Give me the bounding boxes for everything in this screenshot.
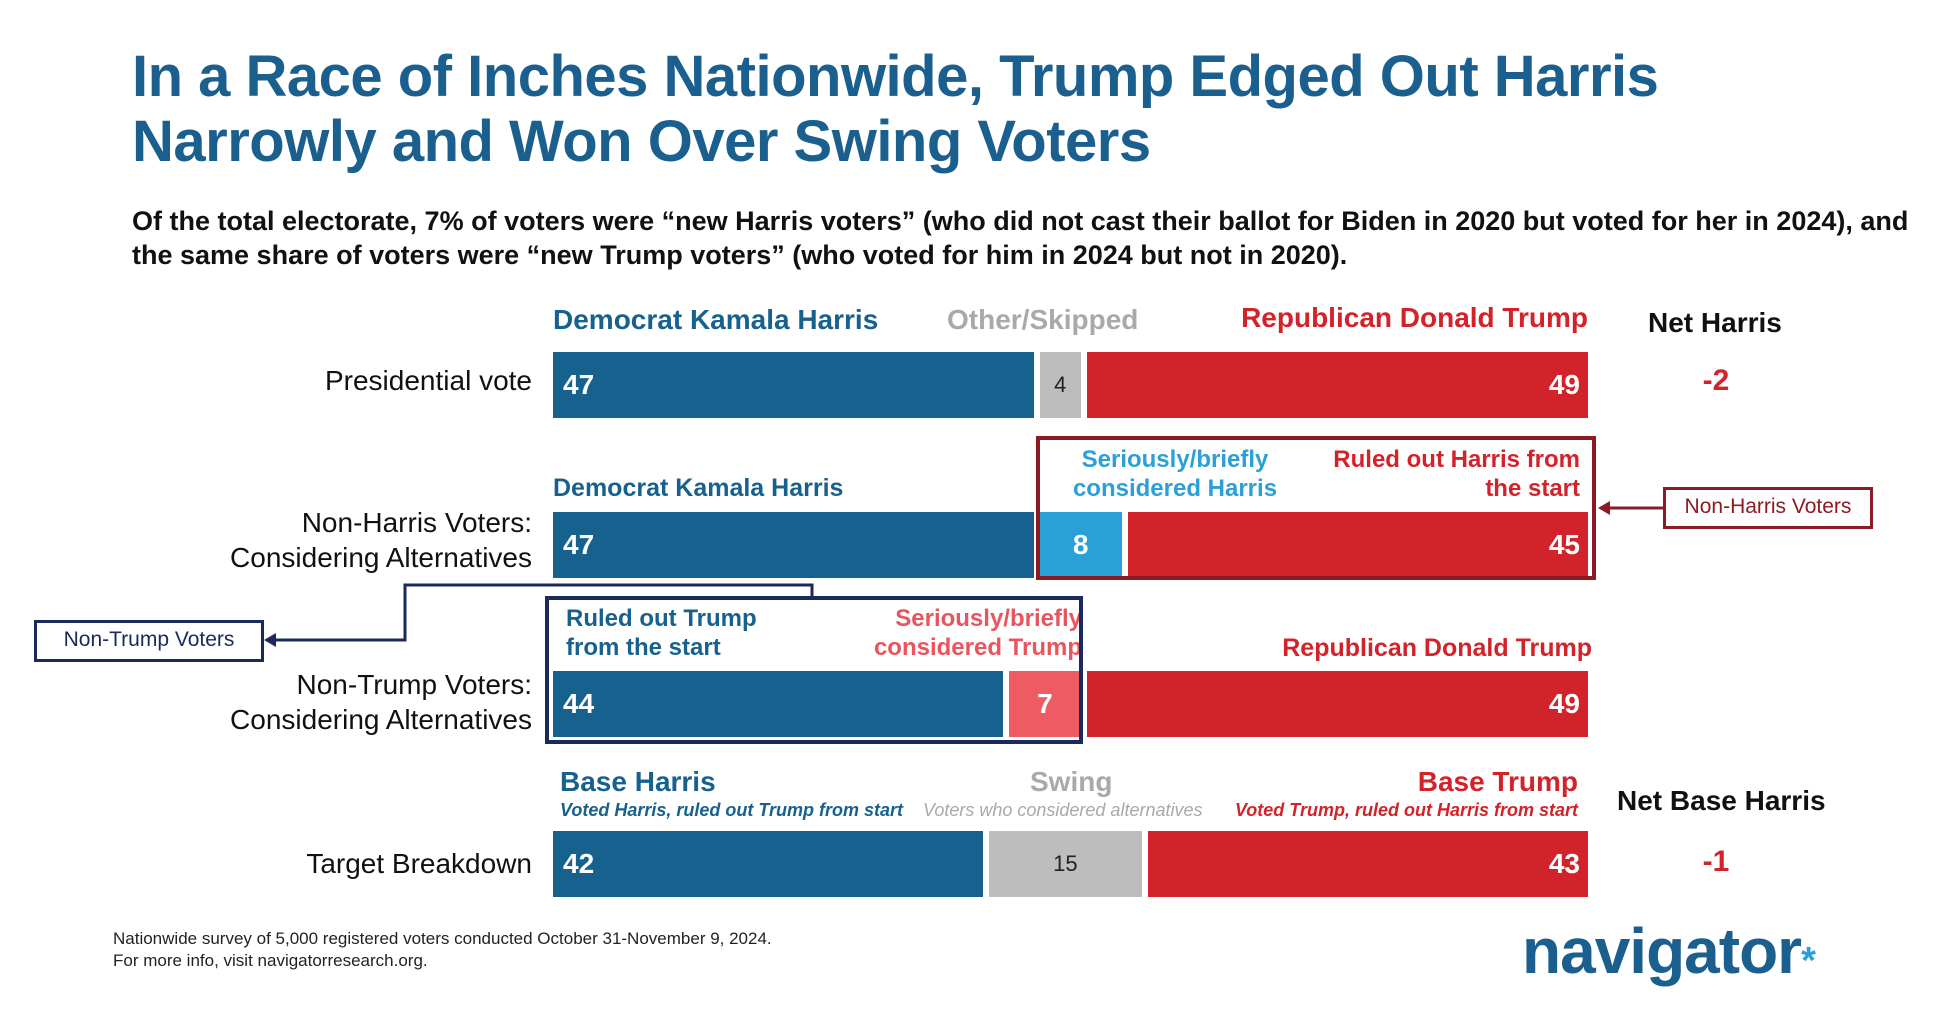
header-harris-2: Democrat Kamala Harris: [553, 474, 844, 502]
net-base-harris-value: -1: [1702, 845, 1730, 878]
non-trump-highlight-box: [545, 596, 1083, 744]
header-net-harris: Net Harris: [1648, 307, 1782, 338]
bar-segment: 47: [553, 512, 1034, 578]
row-label-target-breakdown: Target Breakdown: [306, 846, 532, 881]
logo-mark: *: [1801, 940, 1816, 982]
bar-value-label: 8: [1072, 529, 1089, 560]
bar-value-label: 44: [563, 688, 595, 719]
bar-value-label: 49: [1548, 688, 1580, 719]
row-label-line: Presidential vote: [324, 365, 532, 396]
header-ruled-out-harris: Ruled out Harris from the start: [1333, 446, 1580, 502]
bar-segment: 49: [1086, 352, 1588, 418]
bar-segment: 15: [988, 831, 1143, 897]
header-swing-sub: Voters who considered alternatives: [923, 800, 1203, 820]
bar-value-label: 45: [1548, 529, 1580, 560]
bar-value-label: 49: [1548, 369, 1580, 400]
bar-segment: 45: [1127, 512, 1588, 578]
bar-segment: 47: [553, 352, 1034, 418]
footnote: Nationwide survey of 5,000 registered vo…: [113, 928, 772, 972]
header-other: Other/Skipped: [947, 304, 1139, 335]
bar-segment: 44: [553, 671, 1004, 737]
row-label-line: Non-Harris Voters:: [301, 507, 532, 538]
bar-value-label: 15: [1053, 851, 1078, 876]
net-harris-value: -2: [1702, 364, 1730, 397]
non-harris-arrowhead: [1598, 501, 1610, 515]
header-net-base-harris: Net Base Harris: [1617, 785, 1826, 816]
header-swing: Swing: [1030, 766, 1113, 797]
header-base-harris-sub: Voted Harris, ruled out Trump from start: [560, 800, 904, 820]
row-label-line: Considering Alternatives: [230, 542, 532, 573]
row-label-line: Non-Trump Voters:: [296, 669, 532, 700]
row-label-presidential-vote: Presidential vote: [325, 363, 532, 398]
header-trump: Republican Donald Trump: [1241, 302, 1588, 333]
header-considered-trump: Seriously/briefly considered Trump: [873, 605, 1082, 661]
footnote-line-2: For more info, visit navigatorresearch.o…: [113, 951, 428, 970]
logo-text: navigator: [1522, 915, 1802, 987]
row-label-line: Considering Alternatives: [230, 704, 532, 735]
bar-segment: 4: [1039, 352, 1081, 418]
header-base-trump: Base Trump: [1417, 766, 1578, 797]
navigator-logo: navigator*: [1522, 914, 1816, 988]
bar-segment: 43: [1148, 831, 1588, 897]
header-considered-harris: Seriously/briefly considered Harris: [1072, 446, 1278, 502]
bar-segment: 49: [1086, 671, 1588, 737]
bar-segment: 8: [1039, 512, 1122, 578]
footnote-line-1: Nationwide survey of 5,000 registered vo…: [113, 929, 772, 948]
row-label-non-harris: Non-Harris Voters: Considering Alternati…: [230, 505, 532, 575]
bar-value-label: 47: [563, 369, 595, 400]
non-harris-voters-tag: Non-Harris Voters: [1663, 487, 1873, 529]
header-base-trump-sub: Voted Trump, ruled out Harris from start: [1234, 800, 1578, 820]
non-trump-arrow-line: [272, 583, 814, 642]
non-trump-voters-tag: Non-Trump Voters: [34, 620, 264, 662]
row-label-line: Target Breakdown: [306, 848, 532, 879]
page-title: In a Race of Inches Nationwide, Trump Ed…: [132, 44, 1659, 174]
bar-segment: 42: [553, 831, 983, 897]
bar-value-label: 7: [1037, 688, 1053, 719]
header-base-harris: Base Harris: [560, 766, 716, 797]
header-ruled-out-trump: Ruled out Trump from the start: [566, 605, 757, 661]
bar-value-label: 43: [1548, 848, 1580, 879]
bar-value-label: 47: [563, 529, 595, 560]
non-harris-highlight-box: [1036, 436, 1596, 580]
row-label-non-trump: Non-Trump Voters: Considering Alternativ…: [230, 667, 532, 737]
page-subtitle: Of the total electorate, 7% of voters we…: [132, 206, 1909, 270]
bar-value-label: 4: [1054, 372, 1067, 397]
non-trump-arrowhead: [264, 633, 276, 647]
header-harris: Democrat Kamala Harris: [553, 304, 879, 335]
bar-value-label: 42: [563, 848, 595, 879]
header-trump-3: Republican Donald Trump: [1282, 634, 1592, 662]
bar-segment: 7: [1009, 671, 1081, 737]
